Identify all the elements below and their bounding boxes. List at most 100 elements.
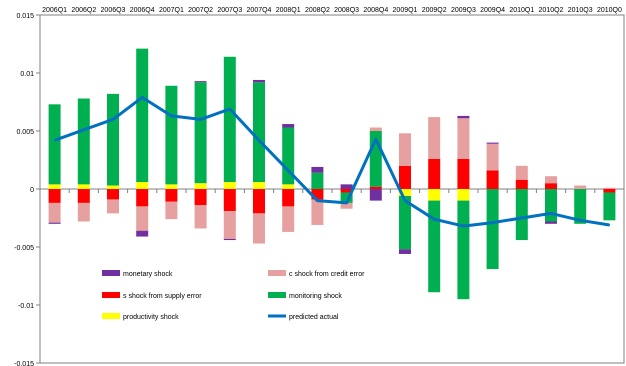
bar-monetary-shock-2010Q2: [545, 221, 557, 224]
bar-monitoring-shock-2007Q4: [253, 82, 265, 183]
bar-productivity-shock-2007Q4: [253, 182, 265, 189]
bar-s-shock-from-supply-error-2008Q2: [311, 189, 324, 200]
bar-c-shock-from-credit-error-2008Q1: [282, 206, 295, 232]
bar-s-shock-from-supply-error-2009Q3: [457, 158, 470, 189]
bar-monetary-shock-2009Q3: [457, 115, 470, 119]
predicted-actual-point-2008Q3: [345, 202, 348, 204]
bar-s-shock-from-supply-error-2006Q2: [77, 189, 90, 203]
x-tick-label: 2009Q3: [451, 7, 476, 14]
x-tick-label: 2008Q3: [334, 7, 359, 14]
bar-c-shock-from-credit-error-2007Q3: [223, 211, 236, 239]
bar-productivity-shock-2009Q2: [428, 189, 441, 201]
x-tick-label: 2008Q1: [276, 7, 301, 14]
x-axis: 2006Q1 2006Q2 2006Q3 2006Q4 2007Q1 2007Q2 2007…: [39, 7, 625, 193]
legend: monetary shock c shock from credit error s…: [102, 270, 365, 321]
predicted-actual-point-2010Q2: [550, 212, 552, 215]
bar-monitoring-shock-2010Q3: [574, 189, 587, 224]
x-tick-label: 2010Q0: [597, 7, 622, 14]
bar-c-shock-from-credit-error-2007Q4: [253, 213, 265, 244]
bar-productivity-shock-2006Q2: [77, 184, 90, 189]
legend-label: predicted actual: [289, 314, 339, 321]
bar-s-shock-from-supply-error-2007Q2: [194, 189, 207, 206]
predicted-actual-line: [54, 95, 610, 228]
bar-s-shock-from-supply-error-2006Q1: [48, 189, 61, 203]
bar-s-shock-from-supply-error-2008Q3: [340, 189, 353, 193]
bar-monitoring-shock-2008Q1: [282, 127, 295, 185]
bar-productivity-shock-2009Q1: [399, 189, 411, 196]
bar-monitoring-shock-2008Q3: [340, 192, 353, 203]
bar-productivity-shock-2006Q1: [48, 184, 61, 189]
x-tick-label: 2007Q2: [188, 7, 213, 14]
legend-swatch: [102, 292, 120, 298]
x-tick-label: 2006Q1: [42, 7, 67, 14]
bar-c-shock-from-credit-error-2007Q2: [194, 205, 207, 229]
bar-monetary-shock-2007Q4: [253, 79, 265, 83]
bar-monitoring-shock-2007Q1: [165, 85, 178, 185]
x-tick-label: 2010Q1: [509, 7, 534, 14]
bar-c-shock-from-credit-error-2006Q3: [107, 199, 119, 214]
x-tick-label: 2009Q1: [393, 7, 418, 14]
x-tick-label: 2006Q3: [101, 7, 126, 14]
bar-monetary-shock-2006Q1: [48, 222, 61, 224]
bar-productivity-shock-2009Q3: [457, 189, 470, 201]
predicted-actual-point-2006Q1: [53, 139, 56, 142]
y-axis: 0.015 0.01 0.005 0 -0.005 -0.01 -0.015: [14, 13, 40, 366]
predicted-actual-point-2006Q2: [83, 129, 85, 131]
bar-monitoring-shock-2006Q4: [136, 48, 149, 183]
bar-monitoring-shock-2009Q3: [457, 200, 470, 300]
bar-monitoring-shock-2006Q2: [77, 98, 90, 185]
bar-monetary-shock-2009Q4: [486, 142, 499, 144]
predicted-actual-point-2006Q4: [141, 96, 143, 99]
bar-monetary-shock-2006Q4: [136, 230, 149, 237]
x-tick-label: 2010Q3: [568, 7, 593, 14]
legend-label: c shock from credit error: [289, 271, 365, 278]
bar-s-shock-from-supply-error-2010Q2: [545, 183, 557, 189]
bar-s-shock-from-supply-error-2008Q1: [282, 189, 295, 207]
predicted-actual-point-2007Q1: [170, 115, 173, 117]
x-tick-label: 2009Q2: [422, 7, 447, 14]
line-series: [53, 95, 611, 228]
bar-monitoring-shock-2009Q4: [486, 189, 499, 270]
x-tick-label: 2007Q3: [217, 7, 242, 14]
x-tick-label: 2007Q1: [159, 7, 184, 14]
legend-label: monitoring shock: [289, 293, 342, 300]
predicted-actual-point-2008Q2: [316, 199, 319, 202]
bar-monitoring-shock-2010Q1: [515, 189, 528, 241]
legend-swatch: [102, 313, 120, 319]
bar-productivity-shock-2007Q3: [223, 182, 236, 189]
bar-monitoring-shock-2007Q3: [223, 56, 236, 183]
predicted-actual-point-2007Q4: [258, 139, 260, 142]
bar-monetary-shock-2007Q2: [194, 81, 207, 83]
bar-c-shock-from-credit-error-2008Q2: [311, 199, 324, 225]
predicted-actual-point-2010Q1: [521, 217, 523, 219]
bar-monitoring-shock-2009Q1: [399, 195, 411, 250]
bar-monitoring-shock-2009Q2: [428, 200, 441, 293]
bar-monitoring-shock-2006Q3: [107, 93, 119, 186]
legend-swatch: [268, 270, 286, 276]
bar-s-shock-from-supply-error-2010Q4: [603, 189, 616, 193]
bar-productivity-shock-2007Q2: [194, 183, 207, 189]
bar-c-shock-from-credit-error-2010Q3: [574, 185, 587, 189]
predicted-actual-point-2008Q1: [287, 169, 290, 172]
bar-c-shock-from-credit-error-2009Q1: [399, 133, 411, 166]
bar-c-shock-from-credit-error-2006Q4: [136, 206, 149, 231]
bar-monitoring-shock-2008Q2: [311, 172, 324, 189]
bar-s-shock-from-supply-error-2009Q4: [486, 170, 499, 189]
bar-c-shock-from-credit-error-2009Q2: [428, 117, 441, 159]
bar-monetary-shock-2008Q1: [282, 124, 295, 128]
bar-c-shock-from-credit-error-2006Q1: [48, 202, 61, 223]
legend-label: productivity shock: [123, 314, 179, 321]
y-tick-label: 0.015: [16, 13, 34, 20]
bar-monetary-shock-2009Q1: [399, 249, 411, 254]
legend-swatch: [268, 292, 286, 298]
bar-monetary-shock-2008Q3: [340, 184, 353, 189]
predicted-actual-point-2009Q4: [491, 221, 494, 224]
x-tick-label: 2006Q2: [71, 7, 96, 14]
x-tick-label: 2008Q2: [305, 7, 330, 14]
bar-s-shock-from-supply-error-2009Q2: [428, 158, 441, 189]
bar-monitoring-shock-2007Q2: [194, 82, 207, 184]
bar-s-shock-from-supply-error-2007Q3: [223, 189, 236, 212]
y-tick-label: 0.005: [16, 129, 34, 136]
bar-c-shock-from-credit-error-2010Q2: [545, 176, 557, 184]
bar-s-shock-from-supply-error-2009Q1: [399, 165, 411, 189]
